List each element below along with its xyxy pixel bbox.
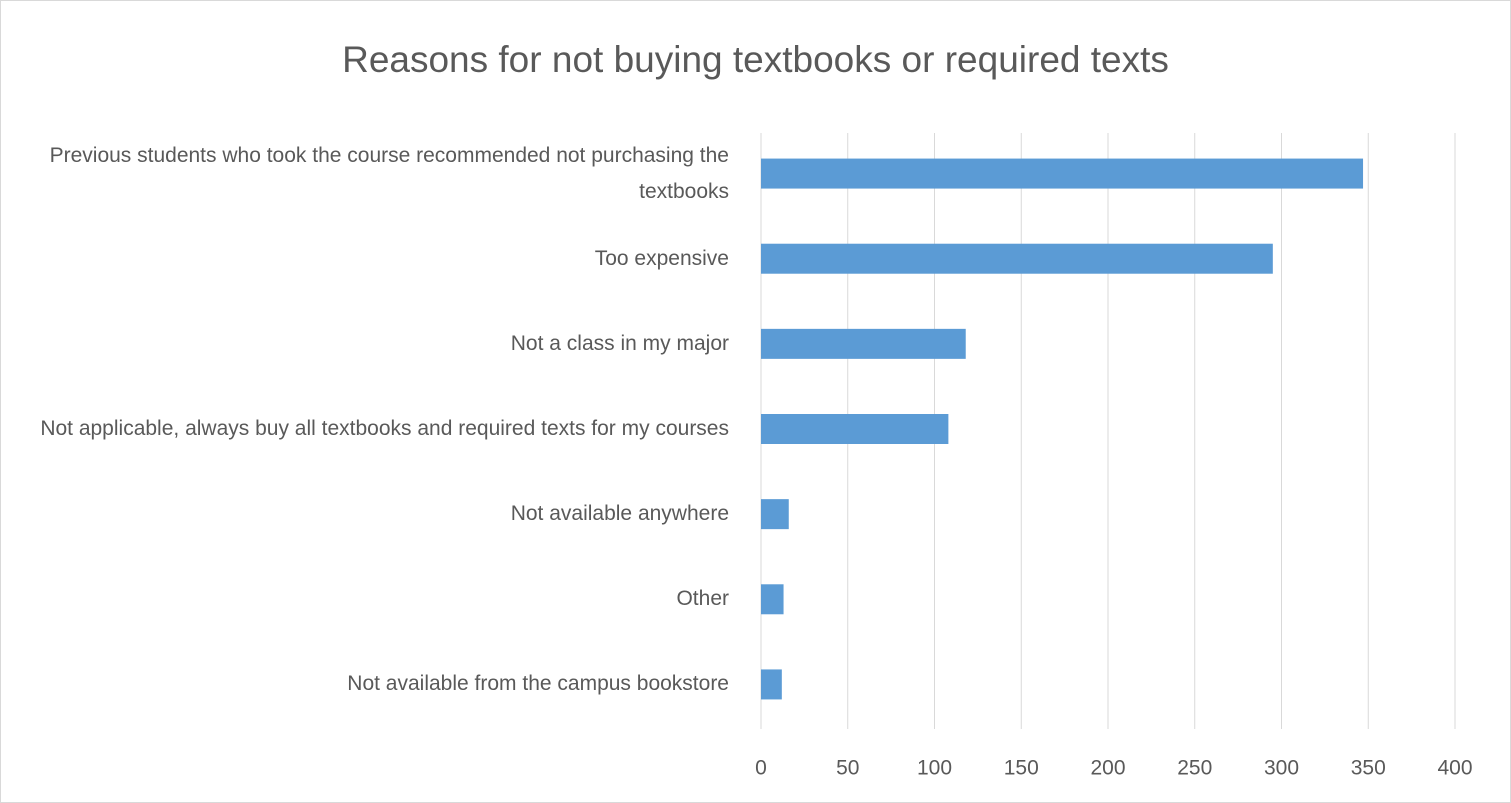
x-tick-label: 200 [1090, 757, 1125, 780]
bar [761, 414, 949, 444]
y-tick-label: Previous students who took the course re… [49, 143, 729, 203]
bar [761, 243, 1273, 274]
bar [761, 328, 966, 359]
x-tick-label: 250 [1177, 757, 1212, 780]
bar [761, 669, 782, 700]
x-tick-label: 150 [1004, 757, 1039, 780]
bar [761, 499, 789, 530]
x-tick-label: 0 [755, 757, 767, 780]
bar [761, 158, 1364, 189]
y-tick-label: Not available anywhere [510, 502, 729, 526]
y-tick-label: Not applicable, always buy all textbooks… [40, 417, 729, 440]
y-tick-label: Not a class in my major [510, 331, 729, 355]
bar [761, 584, 784, 615]
y-tick-label: Too expensive [594, 246, 729, 270]
x-tick-label: 100 [917, 757, 952, 780]
chart-title: Reasons for not buying textbooks or requ… [342, 39, 1169, 80]
x-tick-label: 300 [1264, 757, 1299, 780]
x-tick-label: 50 [836, 757, 859, 780]
y-tick-label: Not available from the campus bookstore [347, 672, 729, 696]
x-tick-label: 400 [1437, 757, 1472, 780]
x-tick-label: 350 [1351, 757, 1386, 780]
y-tick-label: Other [676, 587, 729, 611]
